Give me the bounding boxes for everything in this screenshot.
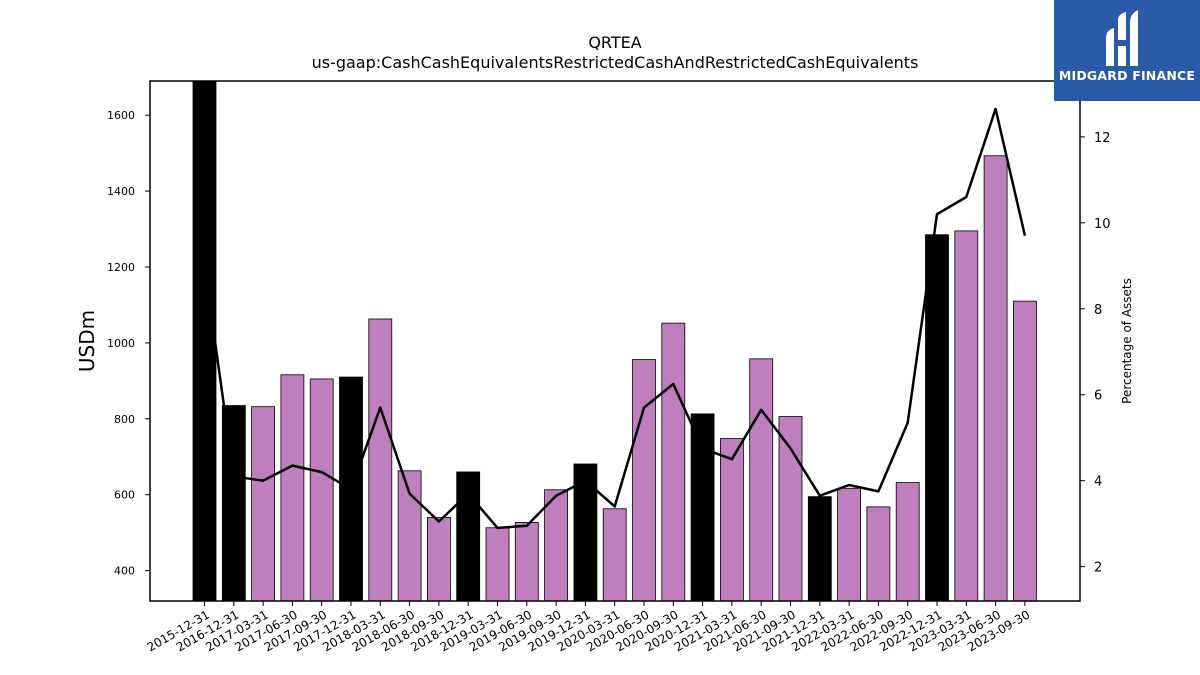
bar-2020-12-31: [690, 413, 715, 602]
bar-2022-03-31: [837, 487, 861, 602]
bar-2020-09-30: [661, 322, 686, 602]
bar-2017-06-30: [280, 374, 305, 602]
bar-2023-09-30: [1013, 300, 1037, 602]
y-axis: 400 600 800 1000 1200 1400 1600: [107, 109, 150, 578]
bar-2020-06-30: [632, 359, 656, 602]
bar-2019-06-30: [514, 522, 539, 602]
y-tick-label: 400: [114, 565, 135, 578]
bar-2021-03-31: [720, 438, 744, 602]
bars-group: [192, 80, 1037, 602]
chart-title: QRTEA: [588, 33, 641, 52]
y-tick-label: 1400: [107, 185, 135, 198]
bar-2016-12-31: [221, 405, 246, 602]
y2-tick-label: 8: [1094, 303, 1102, 318]
bar-2019-09-30: [544, 489, 568, 602]
y-tick-label: 600: [114, 489, 135, 502]
bar-2015-12-31: [192, 80, 217, 602]
bar-2023-06-30: [983, 155, 1008, 602]
y-tick-label: 1600: [107, 109, 135, 122]
bar-2022-09-30: [895, 482, 920, 602]
chart-subtitle: us-gaap:CashCashEquivalentsRestrictedCas…: [312, 53, 919, 72]
y-tick-label: 800: [114, 413, 135, 426]
y2-tick-label: 12: [1094, 131, 1111, 146]
x-axis: 2015-12-312016-12-312017-03-312017-06-30…: [145, 601, 1032, 654]
y2-tick-label: 2: [1094, 561, 1102, 576]
bar-2021-06-30: [749, 358, 774, 602]
bar-2018-03-31: [368, 318, 393, 602]
percentage-line: [203, 107, 1027, 530]
bar-2022-12-31: [925, 234, 949, 602]
bar-2017-03-31: [251, 406, 276, 602]
y-tick-label: 1200: [107, 261, 135, 274]
bar-2019-03-31: [485, 527, 510, 602]
bar-2023-03-31: [954, 230, 979, 602]
line-group: [203, 107, 1027, 530]
bar-2017-09-30: [309, 378, 334, 602]
bar-2018-09-30: [426, 517, 451, 602]
y2-axis: 2 4 6 8 10 12: [1080, 131, 1111, 576]
y2-tick-label: 6: [1094, 389, 1102, 404]
y2-tick-label: 4: [1094, 475, 1102, 490]
logo-text: MIDGARD FINANCE: [1058, 68, 1196, 83]
midgard-finance-logo: MIDGARD FINANCE: [1054, 0, 1200, 101]
bar-2021-12-31: [807, 496, 832, 602]
y2-axis-label: Percentage of Assets: [1120, 278, 1134, 404]
y-axis-label: USDm: [75, 310, 99, 372]
bar-2018-12-31: [456, 471, 481, 602]
bar-2021-09-30: [778, 416, 803, 602]
y2-tick-label: 10: [1094, 217, 1111, 232]
bar-2022-06-30: [866, 506, 891, 602]
y-tick-label: 1000: [107, 337, 135, 350]
logo-mark-icon: [1106, 10, 1138, 66]
bar-2020-03-31: [602, 508, 627, 602]
